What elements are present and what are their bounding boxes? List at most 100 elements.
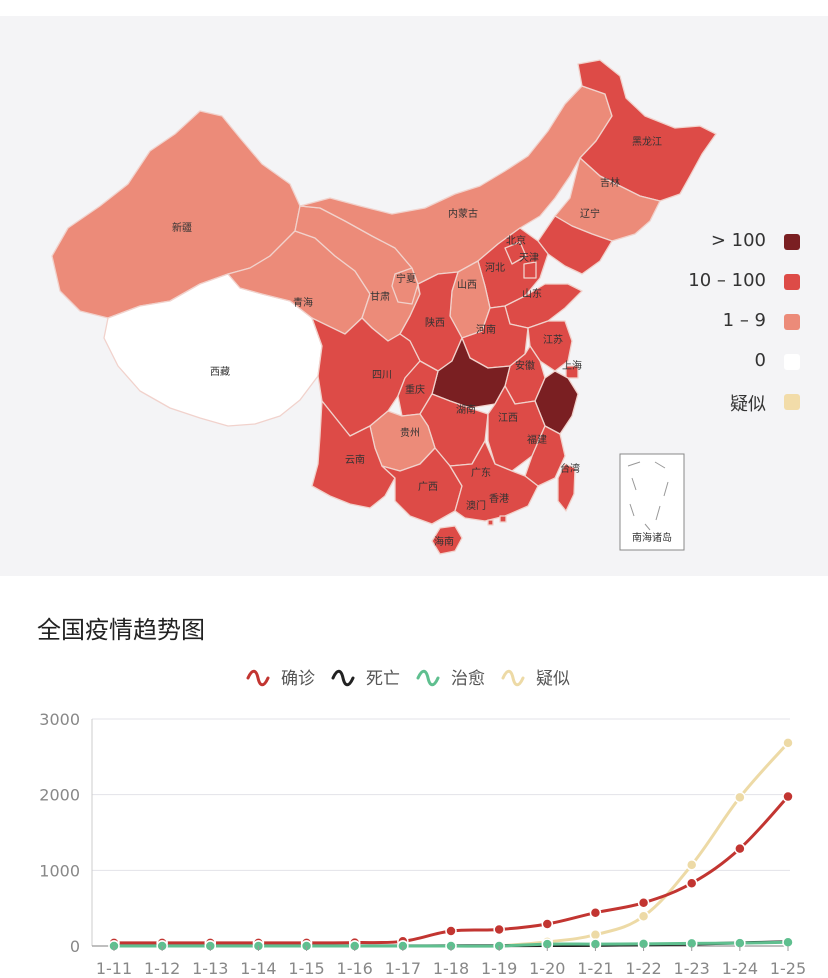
- label-fujian: 福建: [527, 433, 547, 446]
- legend-icon: [416, 669, 440, 687]
- label-taiwan: 台湾: [560, 462, 580, 475]
- data-point[interactable]: [493, 923, 505, 936]
- x-tick-label: 1-18: [433, 959, 469, 978]
- map-legend: > 100 10 – 100 1 – 9 0 疑似: [670, 224, 800, 424]
- data-point[interactable]: [734, 842, 746, 855]
- label-liaoning: 辽宁: [580, 207, 600, 220]
- legend-swatch: [784, 394, 800, 410]
- china-map-panel: 新疆 西藏 青海 甘肃 宁夏 内蒙古 黑龙江 吉林 辽宁 北京 天津 河北 山西…: [0, 16, 828, 576]
- trend-chart-panel: 全国疫情趋势图 确诊 死亡 治愈 疑似 0 1000 2000 3000 1-11 1-12 1…: [0, 576, 828, 978]
- x-tick-label: 1-25: [770, 959, 806, 978]
- inset-label: 南海诸岛: [632, 531, 672, 544]
- y-tick-label: 0: [70, 937, 80, 956]
- label-jiangsu: 江苏: [543, 333, 563, 346]
- province-beijing[interactable]: [504, 241, 527, 265]
- province-macau[interactable]: [487, 519, 494, 526]
- label-shaanxi: 陕西: [425, 316, 445, 329]
- data-point[interactable]: [734, 791, 746, 804]
- province-guangdong[interactable]: [449, 440, 539, 522]
- data-point[interactable]: [589, 928, 602, 941]
- province-tianjin[interactable]: [523, 261, 537, 279]
- data-point[interactable]: [589, 906, 602, 919]
- legend-text: 疑似: [536, 669, 570, 689]
- label-hainan: 海南: [434, 535, 454, 548]
- label-beijing: 北京: [506, 234, 526, 247]
- legend-swatch: [784, 354, 800, 370]
- legend-swatch: [784, 274, 800, 290]
- legend-text: 死亡: [366, 669, 400, 689]
- province-hongkong[interactable]: [499, 515, 507, 523]
- province-heilongjiang[interactable]: [577, 59, 717, 202]
- legend-item-suspected[interactable]: 疑似: [670, 384, 800, 424]
- china-map: 新疆 西藏 青海 甘肃 宁夏 内蒙古 黑龙江 吉林 辽宁 北京 天津 河北 山西…: [51, 59, 717, 555]
- data-point[interactable]: [685, 859, 698, 871]
- label-hunan: 湖南: [456, 403, 476, 416]
- y-tick-label: 3000: [39, 710, 80, 729]
- top-strip: [0, 0, 828, 16]
- legend-label: 疑似: [730, 394, 766, 415]
- label-guangdong: 广东: [471, 466, 491, 479]
- data-point[interactable]: [637, 910, 650, 923]
- label-neimenggu: 内蒙古: [448, 207, 478, 220]
- chart-legend-item[interactable]: 死亡: [331, 669, 400, 689]
- legend-text: 治愈: [451, 669, 485, 689]
- legend-item-zero[interactable]: 0: [670, 344, 800, 384]
- label-yunnan: 云南: [345, 453, 365, 466]
- label-jiangxi: 江西: [498, 412, 518, 424]
- x-tick-label: 1-15: [288, 959, 324, 978]
- label-hongkong: 香港: [489, 493, 509, 505]
- data-point[interactable]: [782, 737, 794, 749]
- legend-label: 0: [754, 350, 766, 371]
- x-tick-label: 1-24: [722, 959, 758, 978]
- legend-label: > 100: [710, 230, 766, 251]
- label-shandong: 山东: [522, 287, 542, 300]
- y-tick-label: 1000: [39, 861, 80, 880]
- trend-line-chart: 确诊 死亡 治愈 疑似 0 1000 2000 3000 1-11 1-12 1-13 1-14 1…: [39, 669, 806, 978]
- x-tick-label: 1-22: [625, 959, 661, 978]
- province-yunnan[interactable]: [311, 400, 396, 509]
- chart-legend-item[interactable]: 确诊: [246, 669, 315, 689]
- legend-swatch: [784, 314, 800, 330]
- x-tick-label: 1-11: [96, 959, 132, 978]
- chart-title: 全国疫情趋势图: [37, 616, 205, 644]
- south-china-sea-inset: 南海诸岛: [619, 453, 685, 551]
- label-ningxia: 宁夏: [396, 272, 416, 285]
- x-tick-label: 1-16: [337, 959, 373, 978]
- province-shanghai[interactable]: [565, 365, 579, 379]
- data-point[interactable]: [445, 925, 457, 937]
- legend-item-10-100[interactable]: 10 – 100: [670, 264, 800, 304]
- data-point[interactable]: [782, 936, 794, 949]
- data-point[interactable]: [541, 918, 554, 930]
- x-tick-label: 1-19: [481, 959, 517, 978]
- data-point[interactable]: [782, 790, 794, 803]
- legend-label: 10 – 100: [688, 270, 766, 291]
- label-xizang: 西藏: [210, 366, 230, 378]
- x-tick-label: 1-13: [192, 959, 228, 978]
- label-anhui: 安徽: [515, 359, 535, 372]
- label-chongqing: 重庆: [405, 383, 425, 396]
- x-tick-label: 1-23: [674, 959, 710, 978]
- chart-legend-item[interactable]: 治愈: [416, 669, 485, 689]
- data-point[interactable]: [685, 877, 698, 889]
- x-tick-label: 1-17: [385, 959, 421, 978]
- label-henan: 河南: [476, 323, 496, 336]
- label-shanghai: 上海: [562, 359, 582, 372]
- label-guizhou: 贵州: [400, 426, 420, 439]
- label-hebei: 河北: [485, 262, 505, 274]
- label-guangxi: 广西: [418, 481, 438, 493]
- chart-legend-item[interactable]: 疑似: [501, 669, 570, 689]
- label-xinjiang: 新疆: [172, 221, 192, 234]
- label-shanxi: 山西: [457, 279, 477, 291]
- legend-label: 1 – 9: [722, 310, 766, 331]
- label-tianjin: 天津: [519, 252, 539, 264]
- province-hainan[interactable]: [431, 525, 463, 555]
- legend-text: 确诊: [281, 669, 315, 689]
- x-tick-label: 1-20: [529, 959, 565, 978]
- legend-icon: [246, 669, 270, 687]
- province-taiwan[interactable]: [557, 463, 576, 512]
- legend-item-1-9[interactable]: 1 – 9: [670, 304, 800, 344]
- legend-item-over-100[interactable]: > 100: [670, 224, 800, 264]
- data-point[interactable]: [637, 897, 650, 909]
- label-heilongjiang: 黑龙江: [632, 135, 662, 148]
- x-tick-label: 1-12: [144, 959, 180, 978]
